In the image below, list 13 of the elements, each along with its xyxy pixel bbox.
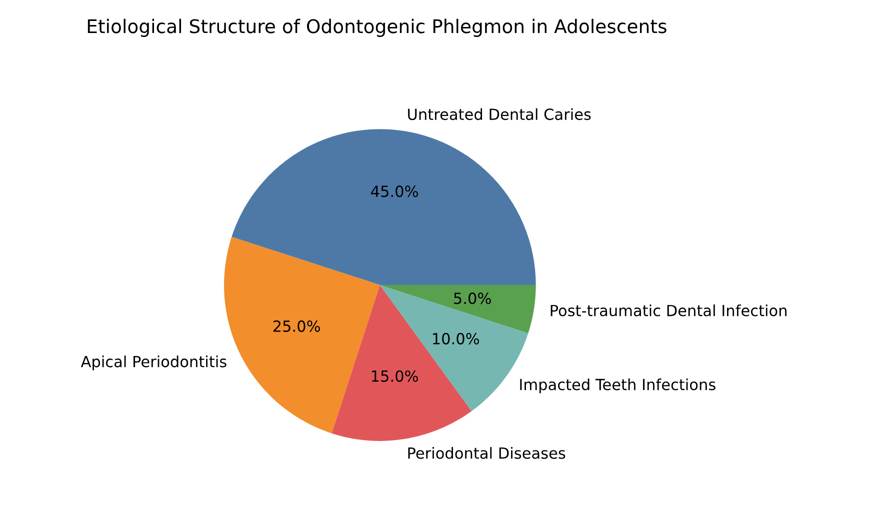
- slice-label: Periodontal Diseases: [408, 447, 566, 459]
- chart-title: Etiological Structure of Odontogenic Phlegmon in Adolescents: [88, 18, 666, 37]
- slice-label: Untreated Dental Caries: [408, 108, 591, 120]
- data-label: 10.0%: [433, 332, 480, 344]
- pie-slice: [380, 285, 536, 334]
- data-label: 45.0%: [371, 186, 418, 198]
- slice-label: Impacted Teeth Infections: [520, 378, 716, 394]
- data-label: 5.0%: [454, 292, 491, 304]
- pie-slice: [232, 129, 536, 286]
- data-label: 25.0%: [273, 320, 320, 332]
- slice-label: Post-traumatic Dental Infection: [550, 304, 786, 316]
- data-label: 15.0%: [372, 370, 418, 382]
- slice-label: Apical Periodontitis: [80, 356, 226, 370]
